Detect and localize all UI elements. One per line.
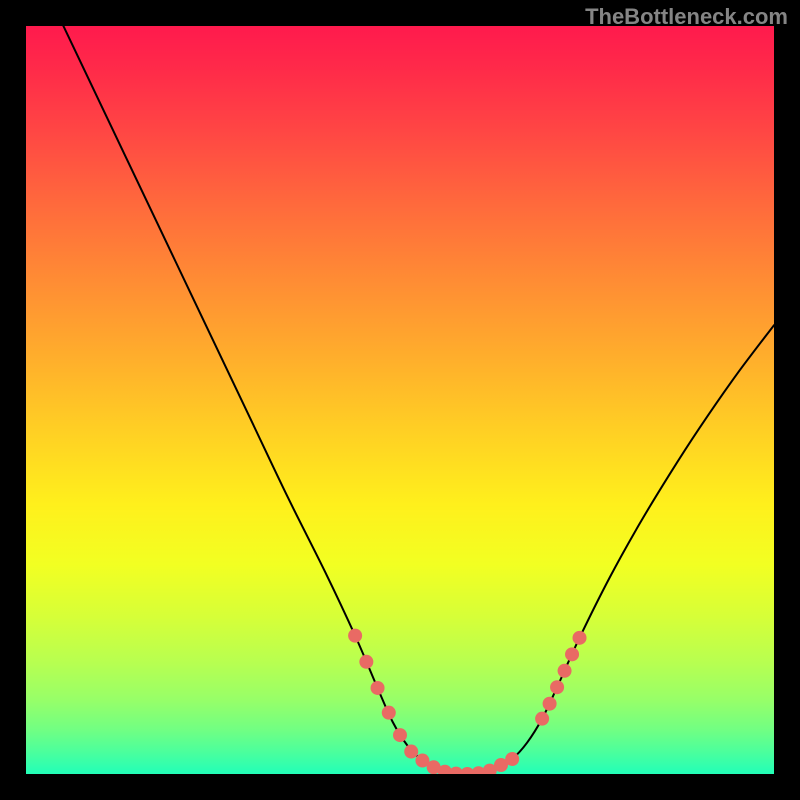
- data-marker: [393, 728, 407, 742]
- data-marker: [404, 745, 418, 759]
- plot-area: [26, 26, 774, 774]
- gradient-background: [26, 26, 774, 774]
- stage: TheBottleneck.com: [0, 0, 800, 800]
- data-marker: [573, 631, 587, 645]
- data-marker: [359, 655, 373, 669]
- data-marker: [543, 697, 557, 711]
- data-marker: [558, 664, 572, 678]
- data-marker: [550, 680, 564, 694]
- chart-svg: [26, 26, 774, 774]
- data-marker: [371, 681, 385, 695]
- data-marker: [505, 752, 519, 766]
- data-marker: [382, 706, 396, 720]
- data-marker: [565, 647, 579, 661]
- data-marker: [348, 629, 362, 643]
- watermark-text: TheBottleneck.com: [585, 4, 788, 30]
- data-marker: [535, 712, 549, 726]
